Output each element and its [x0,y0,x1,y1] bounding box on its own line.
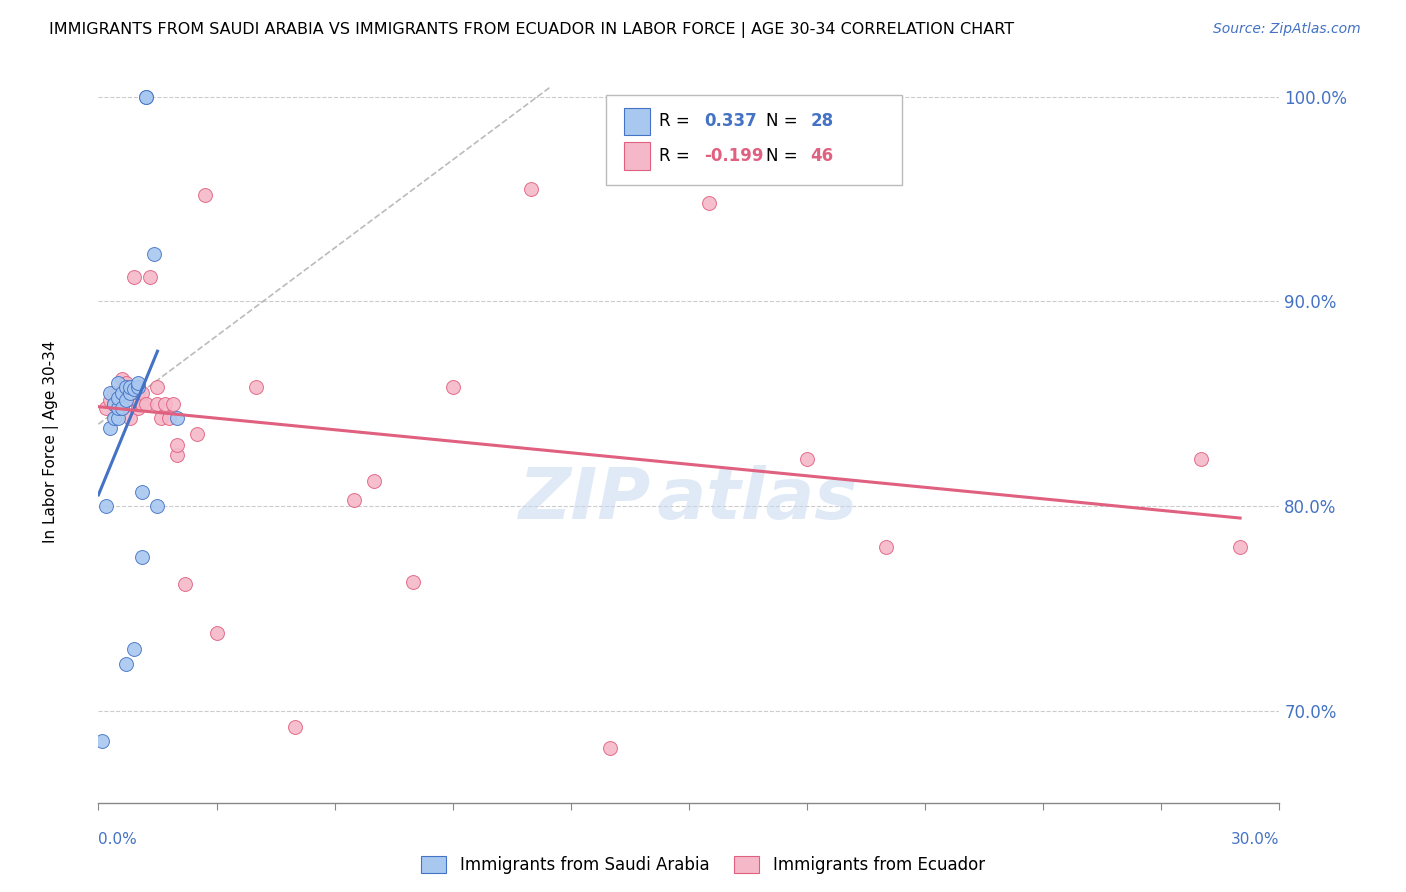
Point [127,401,149,415]
Point [127,386,149,401]
Point [402,574,425,589]
Point [103,397,125,411]
Point [91,734,114,748]
Point [122,269,145,284]
Point [107,391,129,405]
Point [150,411,173,425]
Point [122,382,145,396]
Point [135,89,157,103]
Text: -0.199: -0.199 [704,147,763,165]
Point [138,269,160,284]
Point [115,380,138,394]
Point [118,411,141,425]
Point [107,397,129,411]
Text: 30.0%: 30.0% [1232,831,1279,847]
Point [174,576,197,591]
Point [131,386,153,401]
Point [107,401,129,415]
Point [115,392,138,407]
Point [118,386,141,401]
Point [245,380,267,394]
Point [131,484,153,499]
Point [131,397,153,411]
Point [1189,452,1212,467]
Text: 46: 46 [811,147,834,165]
Point [98,392,121,407]
Point [111,386,134,401]
Point [122,642,145,657]
Point [697,196,720,211]
Point [146,380,169,394]
Point [103,397,125,411]
Point [115,657,138,671]
Point [107,386,129,401]
Point [796,452,818,467]
Point [111,401,134,415]
Point [441,380,464,394]
Text: In Labor Force | Age 30-34: In Labor Force | Age 30-34 [44,340,59,543]
FancyBboxPatch shape [606,95,901,185]
Point [162,397,184,411]
Point [118,380,141,394]
Point [363,475,385,489]
Point [107,376,129,391]
Point [343,492,366,507]
Point [166,448,188,462]
Point [205,626,228,640]
Point [135,397,157,411]
Text: IMMIGRANTS FROM SAUDI ARABIA VS IMMIGRANTS FROM ECUADOR IN LABOR FORCE | AGE 30-: IMMIGRANTS FROM SAUDI ARABIA VS IMMIGRAN… [49,22,1014,38]
Text: 0.337: 0.337 [704,112,756,130]
Point [166,411,188,425]
Point [98,386,121,401]
Point [142,247,165,261]
Text: 0.0%: 0.0% [98,831,138,847]
Text: R =: R = [659,147,696,165]
Point [122,392,145,407]
Point [96,401,118,415]
Point [103,411,125,425]
Point [520,182,543,196]
Point [96,499,118,513]
Bar [624,108,650,136]
Point [103,386,125,401]
Text: N =: N = [766,112,803,130]
Point [111,372,134,386]
Bar [624,143,650,169]
Point [98,421,121,435]
Text: ZIP atlas: ZIP atlas [519,465,859,533]
Legend: Immigrants from Saudi Arabia, Immigrants from Ecuador: Immigrants from Saudi Arabia, Immigrants… [416,851,990,880]
Point [127,392,149,407]
Point [118,386,141,401]
Point [127,376,149,391]
Point [131,550,153,565]
Point [1229,540,1251,554]
Point [127,380,149,394]
Text: Source: ZipAtlas.com: Source: ZipAtlas.com [1213,22,1361,37]
Point [284,720,307,734]
Point [157,411,180,425]
Point [115,391,138,405]
Point [111,401,134,415]
Point [115,376,138,391]
Point [146,499,169,513]
Point [146,397,169,411]
Point [135,89,157,103]
Point [186,427,208,442]
Point [166,437,188,451]
Text: N =: N = [766,147,803,165]
Point [599,740,621,755]
Point [155,397,177,411]
Point [875,540,897,554]
Text: R =: R = [659,112,696,130]
Text: 28: 28 [811,112,834,130]
Point [194,187,217,202]
Point [107,411,129,425]
